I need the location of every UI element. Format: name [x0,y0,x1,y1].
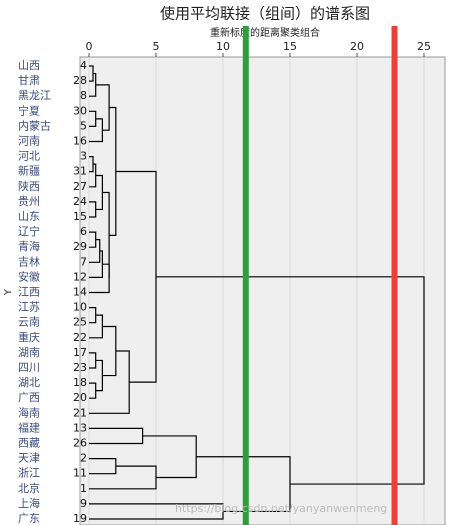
leaf-number: 8 [80,89,87,102]
leaf-name: 河北 [18,150,40,163]
leaf-number: 17 [73,346,87,359]
leaf-number: 14 [73,286,87,299]
leaf-number: 24 [73,195,87,208]
leaf-number: 26 [73,437,87,450]
leaf-name: 天津 [18,452,40,465]
leaf-number: 12 [73,270,87,283]
leaf-name: 海南 [18,405,40,419]
x-tick-label: 5 [153,40,160,53]
leaf-number: 11 [73,467,87,480]
x-tick-label: 10 [216,40,230,53]
leaf-number: 21 [73,406,87,419]
leaf-number: 23 [73,361,87,374]
x-tick-label: 15 [283,40,297,53]
leaf-name: 河南 [18,135,40,148]
leaf-number: 16 [73,135,87,148]
leaf-name: 安徽 [18,269,40,283]
leaf-name: 江西 [18,286,40,299]
leaf-number: 18 [73,376,87,389]
leaf-name: 云南 [18,316,40,329]
leaf-name: 江苏 [18,301,40,314]
dendrogram-link [102,191,110,279]
leaf-number: 25 [73,316,87,329]
leaf-number: 20 [73,391,87,404]
leaf-name: 西藏 [18,437,40,450]
leaf-name: 山东 [18,210,40,223]
leaf-number: 5 [80,119,87,132]
leaf-name: 北京 [18,481,40,495]
leaf-name: 湖北 [18,376,40,389]
leaf-name: 辽宁 [18,224,40,238]
leaf-number: 2 [80,452,87,465]
leaf-number: 28 [73,74,87,87]
leaf-number: 15 [73,210,87,223]
leaf-number: 19 [73,512,87,525]
leaf-name: 黑龙江 [18,89,51,102]
leaf-number: 13 [73,421,87,434]
leaf-number: 6 [80,225,87,238]
leaf-name: 上海 [18,496,40,510]
leaf-name: 四川 [18,361,40,374]
leaf-name: 吉林 [18,254,40,268]
plot-area [79,56,446,525]
watermark: https://blog.csdn.net/yanyanwenmeng [175,502,387,515]
leaf-number: 10 [73,301,87,314]
leaf-number: 29 [73,240,87,253]
leaf-number: 3 [80,150,87,163]
leaf-name: 宁夏 [18,103,40,117]
leaf-number: 31 [73,165,87,178]
leaf-name: 广东 [18,512,40,525]
leaf-number: 4 [80,59,87,72]
leaf-name: 贵州 [18,195,40,208]
x-tick-label: 0 [86,40,93,53]
leaf-name: 甘肃 [18,74,40,87]
leaf-number: 30 [73,104,87,117]
leaf-name: 浙江 [18,467,40,480]
leaf-name: 重庆 [18,330,40,344]
leaf-name: 新疆 [18,164,40,178]
leaf-name: 内蒙古 [18,118,51,132]
leaf-name: 青海 [18,239,40,253]
x-tick-label: 20 [350,40,364,53]
dendrogram-link [89,263,110,294]
leaf-name: 广西 [18,391,40,404]
leaf-name: 福建 [18,420,40,434]
leaf-number: 22 [73,331,87,344]
leaf-name: 山西 [18,59,40,72]
dendrogram-link [156,276,425,485]
leaf-name: 陕西 [18,179,40,193]
leaf-name: 湖南 [18,346,40,359]
leaf-number: 1 [80,482,87,495]
y-axis-label: Y [3,288,14,296]
x-tick-label: 25 [417,40,431,53]
leaf-number: 9 [80,497,87,510]
chart-subtitle: 重新标度的距离聚类组合 [210,26,320,39]
chart-title: 使用平均联接（组间）的谱系图 [160,5,370,23]
leaf-number: 7 [80,255,87,268]
leaf-number: 27 [73,180,87,193]
